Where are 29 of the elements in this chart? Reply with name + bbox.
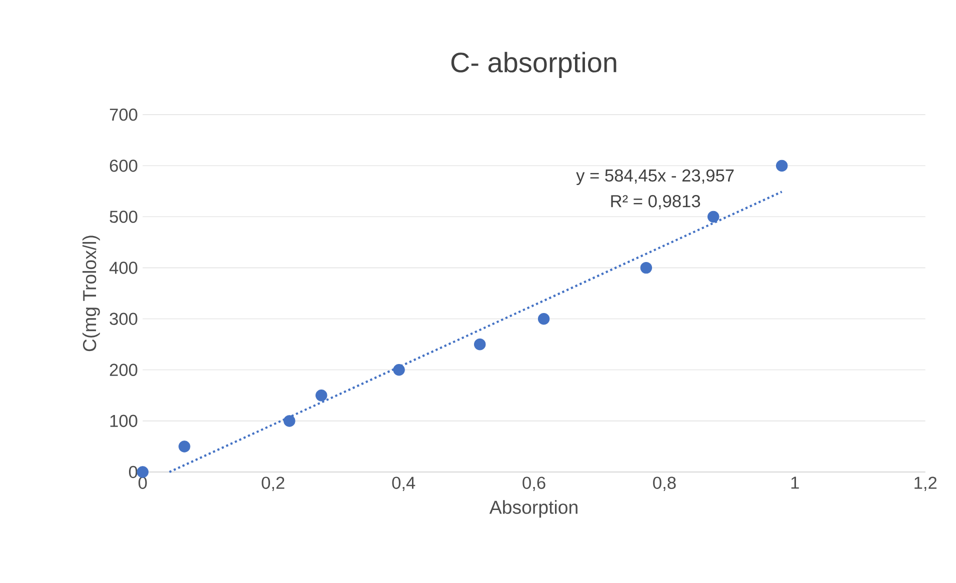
x-tick-label: 0,2: [262, 476, 284, 492]
y-tick-label: 200: [110, 364, 138, 376]
x-axis-title: Absorption: [489, 500, 578, 518]
point: [316, 390, 328, 402]
point: [776, 160, 788, 172]
x-tick-label: 0,8: [653, 476, 676, 492]
y-tick-label: 700: [110, 108, 138, 121]
x-tick-label: 0: [138, 476, 147, 490]
annotation: R² = 0,9813: [611, 195, 700, 210]
chart-title: C- absorption: [451, 52, 616, 78]
point: [284, 415, 296, 427]
x-tick-label: 1,2: [914, 476, 937, 492]
x-tick-label: 1: [791, 476, 799, 489]
y-tick-label: 0: [128, 466, 138, 478]
y-axis-title: C(mg Trolox/l): [82, 236, 100, 352]
y-tick-label: 100: [110, 414, 138, 428]
annotation: y = 584,45x - 23,957: [576, 170, 734, 186]
x-tick-label: 0,4: [392, 476, 416, 492]
point: [178, 440, 190, 453]
y-tick-label: 500: [110, 210, 138, 224]
y-tick-label: 600: [110, 160, 138, 172]
y-tick-label: 300: [110, 312, 138, 326]
point: [393, 364, 405, 376]
point: [707, 211, 720, 223]
point: [474, 338, 486, 350]
y-tick-label: 400: [109, 262, 138, 274]
point: [538, 313, 550, 325]
point: [640, 262, 652, 274]
x-tick-label: 0,6: [522, 476, 546, 492]
